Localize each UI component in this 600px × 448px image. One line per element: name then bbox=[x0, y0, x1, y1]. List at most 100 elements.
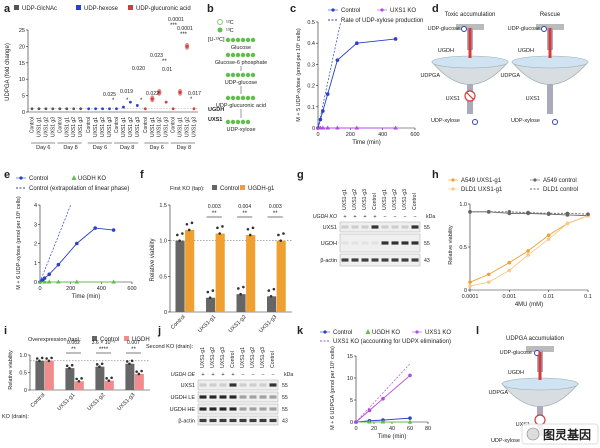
panel-j-band bbox=[269, 407, 277, 411]
panel-g-band bbox=[361, 225, 369, 229]
panel-a-legend-0-swatch bbox=[14, 5, 19, 10]
panel-a-xlabel: UXS1 g3 bbox=[192, 117, 198, 137]
data-point bbox=[408, 416, 412, 420]
panel-f-bar bbox=[215, 233, 225, 312]
panel-j-band bbox=[229, 407, 237, 411]
panel-j-lane-label: Control bbox=[270, 351, 276, 368]
panel-f-dot bbox=[239, 292, 242, 296]
panel-g-label: g bbox=[297, 169, 304, 181]
panel-b-carbon bbox=[235, 37, 241, 43]
panel-g-band bbox=[361, 241, 369, 245]
panel-j-band bbox=[259, 395, 267, 399]
panel-a-point bbox=[58, 107, 62, 111]
panel-a-star: * bbox=[112, 98, 115, 104]
y-tick-label: 1.0 bbox=[19, 353, 27, 359]
data-point bbox=[325, 125, 330, 130]
panel-a-star: *** bbox=[170, 23, 178, 29]
data-point bbox=[393, 37, 398, 41]
panel-j-blot-label-3: β-actin bbox=[178, 419, 195, 425]
panel-f-dot bbox=[190, 221, 194, 225]
panel-g-lane-label: UXS1-g3 bbox=[402, 189, 408, 210]
panel-a-star: * bbox=[190, 97, 193, 103]
panel-l-sink-basin bbox=[501, 383, 579, 407]
panel-a-day: Day 8 bbox=[120, 145, 134, 151]
panel-i-ylabel: Relative viability bbox=[8, 350, 14, 390]
y-tick-label: 15 bbox=[347, 354, 353, 360]
panel-a-star: ** bbox=[162, 59, 167, 65]
data-point bbox=[367, 408, 372, 413]
panel-b-carbon bbox=[245, 72, 251, 78]
series-line bbox=[317, 21, 341, 129]
x-tick-label: 40 bbox=[389, 426, 395, 432]
panel-k-legend-ugdh: UGDH KO bbox=[372, 330, 400, 336]
panel-a-pvalue: 0.0001 bbox=[168, 17, 184, 23]
panel-g-lane-label: UXS1-g1 bbox=[382, 189, 388, 210]
panel-j-band bbox=[239, 418, 247, 423]
panel-i-xcat: UXS1-g2 bbox=[86, 392, 106, 412]
y-tick-label: 0.4 bbox=[307, 41, 315, 47]
y-tick-label: 0 bbox=[22, 110, 25, 116]
panel-j-band bbox=[209, 383, 217, 387]
panel-a-legend-2-swatch bbox=[128, 5, 133, 10]
panel-j-condition-label: UGDH OE bbox=[171, 372, 196, 378]
panel-k-legend-ugdh-swatch bbox=[365, 329, 371, 334]
panel-f-bar bbox=[205, 297, 216, 312]
panel-f-dot bbox=[206, 290, 210, 294]
panel-g-band bbox=[341, 225, 349, 229]
panel-a-violin bbox=[150, 95, 155, 103]
panel-b-carbon bbox=[235, 95, 241, 101]
x-tick-label: 80 bbox=[425, 426, 431, 432]
panel-a-pvalue: 0.017 bbox=[188, 91, 201, 97]
panel-a-pvalue: 0.0001 bbox=[177, 26, 193, 32]
data-point bbox=[47, 272, 51, 277]
panel-j-band bbox=[259, 383, 267, 387]
panel-f-legend-ugdh-swatch bbox=[240, 185, 245, 190]
panel-h-ylabel: Relative viability bbox=[448, 225, 454, 265]
panel-f-dot bbox=[216, 226, 219, 230]
panel-j-sign: − bbox=[271, 372, 274, 378]
data-point bbox=[46, 279, 52, 284]
panel-a-point bbox=[128, 100, 132, 104]
panel-f-pvalue: 0.004 bbox=[238, 204, 251, 210]
panel-j-sign: + bbox=[231, 372, 234, 378]
panel-a-violin bbox=[157, 88, 162, 96]
panel-i-bar bbox=[35, 360, 45, 390]
panel-f-bar bbox=[175, 240, 185, 312]
panel-j-blot-label-2: UGDH HE bbox=[170, 407, 196, 413]
panel-h-legend-a549-uxs1: A549 UXS1-g1 bbox=[461, 178, 502, 184]
panel-a-xlabel: UXS1 g1 bbox=[121, 117, 127, 137]
panel-a-xlabel: UXS1 g2 bbox=[43, 117, 49, 137]
data-point bbox=[354, 125, 360, 130]
panel-g-lane-label: UXS1-g1 bbox=[342, 189, 348, 210]
panel-a-pvalue: 0.025 bbox=[103, 92, 116, 98]
panel-a-legend-2: UDP-glucuronic acid bbox=[136, 6, 191, 12]
panel-a-day: Day 6 bbox=[93, 145, 107, 151]
panel-i-star: ** bbox=[71, 347, 76, 353]
y-tick-label: 0.5 bbox=[19, 371, 27, 377]
data-point bbox=[486, 210, 491, 214]
panel-g-blot-1 bbox=[339, 233, 421, 253]
panel-a-xlabel: Control bbox=[143, 117, 149, 133]
panel-k-legend-uxs1: UXS1 KO bbox=[425, 330, 451, 336]
y-tick-label: 0 bbox=[464, 288, 467, 294]
panel-j-blot-label-1: UGDH LE bbox=[171, 395, 196, 401]
panel-d-udpglc: UDP-glucose bbox=[428, 26, 460, 32]
panel-d-ugdh: UGDH bbox=[438, 48, 454, 54]
panel-b-carbon bbox=[250, 72, 256, 78]
panel-d-udpglc-dot bbox=[461, 26, 467, 32]
panel-a-point bbox=[122, 105, 125, 109]
panel-b-node-1: Glucose-6 phosphate bbox=[215, 60, 267, 66]
panel-j-mw-0: 55 bbox=[282, 383, 288, 389]
panel-j-band bbox=[269, 383, 277, 387]
panel-i-bar bbox=[95, 366, 105, 390]
panel-d-uxs1: UXS1 bbox=[446, 96, 460, 102]
data-point bbox=[546, 237, 551, 241]
watermark-text: 图灵基因 bbox=[543, 427, 591, 442]
panel-g-blot-0 bbox=[339, 221, 421, 233]
panel-f-dot bbox=[211, 289, 215, 292]
series-line bbox=[469, 215, 589, 283]
panel-a-xlabel: UXS1 g3 bbox=[50, 117, 56, 137]
panel-g-lane-label: Control bbox=[412, 193, 418, 210]
panel-f-dot bbox=[178, 239, 181, 242]
panel-a-legend-0: UDP-GlcNAc bbox=[22, 6, 57, 12]
